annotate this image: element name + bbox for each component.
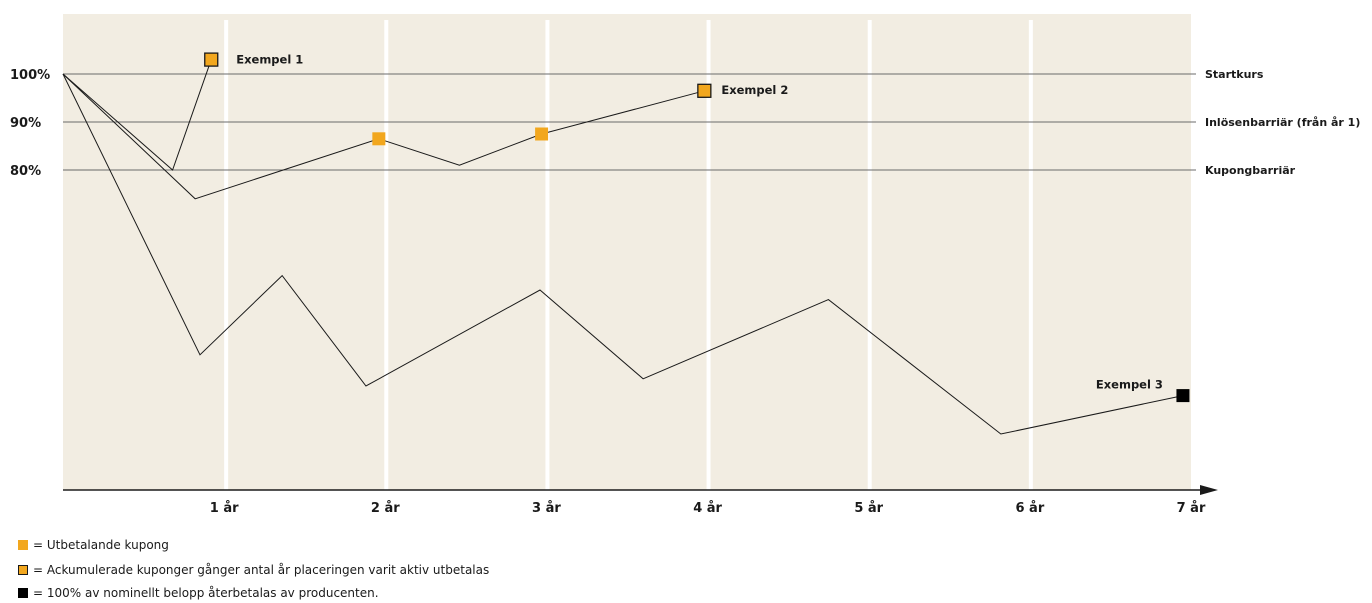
series-line <box>62 59 212 171</box>
x-tick-label: 4 år <box>693 501 722 516</box>
x-tick-label: 6 år <box>1015 501 1044 516</box>
legend-principal-label: = 100% av nominellt belopp återbetalas a… <box>33 586 379 600</box>
y-tick-label: 90% <box>10 116 41 131</box>
x-tick-label: 7 år <box>1177 501 1206 516</box>
legend-accumulated: = Ackumulerade kuponger gånger antal år … <box>18 563 489 577</box>
plot-background <box>63 14 1191 490</box>
coupon-marker <box>372 132 386 146</box>
series-line <box>62 73 705 200</box>
x-axis-arrow-icon <box>1200 485 1218 495</box>
reference-line-label: Startkurs <box>1205 68 1264 81</box>
accumulated-coupon-marker <box>697 83 712 98</box>
coupon-swatch-icon <box>18 540 28 550</box>
principal-marker <box>1176 389 1190 403</box>
legend-principal: = 100% av nominellt belopp återbetalas a… <box>18 586 379 600</box>
legend-coupon-label: = Utbetalande kupong <box>33 538 169 552</box>
series-line <box>62 73 1184 435</box>
accumulated-swatch-icon <box>18 565 28 575</box>
series-example-label: Exempel 2 <box>721 83 788 97</box>
legend-coupon: = Utbetalande kupong <box>18 538 169 552</box>
series-example-label: Exempel 1 <box>236 53 303 67</box>
reference-line-label: Inlösenbarriär (från år 1) <box>1205 116 1360 129</box>
legend-accumulated-label: = Ackumulerade kuponger gånger antal år … <box>33 563 490 577</box>
y-tick-label: 80% <box>10 164 41 179</box>
x-tick-label: 5 år <box>854 501 883 516</box>
x-tick-label: 1 år <box>210 501 239 516</box>
accumulated-coupon-marker <box>204 52 219 67</box>
principal-swatch-icon <box>18 588 28 598</box>
coupon-marker <box>535 127 549 141</box>
y-tick-label: 100% <box>10 68 50 83</box>
series-example-label: Exempel 3 <box>1096 378 1163 392</box>
x-tick-label: 2 år <box>371 501 400 516</box>
x-tick-label: 3 år <box>532 501 561 516</box>
reference-line-label: Kupongbarriär <box>1205 164 1296 177</box>
